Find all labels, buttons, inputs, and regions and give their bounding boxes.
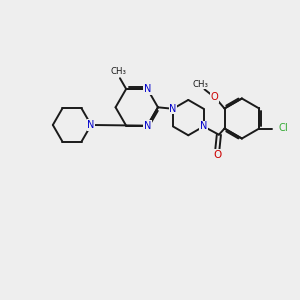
Text: Cl: Cl (278, 123, 288, 133)
Text: CH₃: CH₃ (110, 67, 127, 76)
Text: O: O (211, 92, 218, 102)
Text: N: N (169, 104, 177, 114)
Text: CH₃: CH₃ (192, 80, 208, 88)
Text: N: N (200, 122, 207, 131)
Text: N: N (144, 84, 151, 94)
Text: O: O (213, 150, 221, 160)
Text: N: N (144, 121, 151, 131)
Text: N: N (87, 120, 95, 130)
